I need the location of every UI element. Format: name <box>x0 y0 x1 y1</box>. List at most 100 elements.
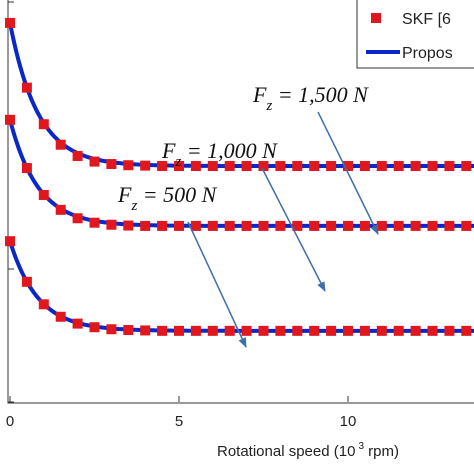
data-point <box>106 219 117 230</box>
data-point <box>326 161 337 172</box>
x-axis-label: Rotational speed (10 3 rpm) <box>217 441 399 460</box>
data-point <box>224 220 235 231</box>
data-point <box>241 161 252 172</box>
data-point <box>157 325 168 336</box>
data-point <box>174 325 184 336</box>
data-point <box>393 325 404 336</box>
data-point <box>72 318 83 329</box>
arrow-500 <box>187 221 247 348</box>
data-point <box>427 161 438 172</box>
data-point <box>292 161 303 172</box>
data-point <box>190 325 201 336</box>
data-point <box>89 322 100 333</box>
data-point <box>140 160 151 171</box>
x-axis-ticks <box>9 396 349 402</box>
data-point <box>258 220 269 231</box>
data-point <box>410 220 421 231</box>
data-point <box>72 150 83 161</box>
data-point <box>38 119 49 130</box>
data-point <box>309 325 320 336</box>
data-point <box>89 156 100 167</box>
data-point <box>376 325 387 336</box>
data-point <box>258 161 269 172</box>
data-point <box>241 325 252 336</box>
data-point <box>224 161 235 172</box>
legend-label-proposed: Propos <box>402 45 453 62</box>
data-point <box>190 161 201 172</box>
data-point <box>140 220 151 231</box>
data-point <box>174 220 184 231</box>
data-point <box>106 324 117 335</box>
legend: SKF [6 Propos <box>356 0 474 69</box>
data-point <box>410 161 421 172</box>
data-point <box>444 161 455 172</box>
annotation-1500: Fz = 1,500 N <box>252 82 369 114</box>
legend-label-skf: SKF [6 <box>402 11 451 28</box>
data-point <box>72 213 83 224</box>
data-point <box>21 163 32 174</box>
data-point <box>55 204 66 215</box>
data-point <box>461 161 472 172</box>
data-point <box>359 325 370 336</box>
data-point <box>106 159 117 170</box>
data-point <box>410 325 421 336</box>
legend-marker-icon <box>371 13 381 23</box>
data-point <box>207 161 218 172</box>
data-point <box>326 220 337 231</box>
data-point <box>241 220 252 231</box>
data-point <box>207 325 218 336</box>
data-point <box>292 325 303 336</box>
data-point <box>309 161 320 172</box>
data-point <box>5 17 15 28</box>
data-point <box>38 189 49 200</box>
data-point <box>275 220 286 231</box>
data-point <box>343 325 353 336</box>
data-point <box>157 161 168 172</box>
data-point <box>461 220 472 231</box>
data-point <box>275 161 286 172</box>
data-point <box>275 325 286 336</box>
data-point <box>89 217 100 228</box>
data-point <box>343 161 353 172</box>
data-point <box>123 160 134 171</box>
x-tick-label-0: 0 <box>6 413 14 430</box>
series-markers <box>5 17 472 336</box>
data-point <box>444 325 455 336</box>
data-point <box>21 82 32 93</box>
data-point <box>5 236 15 247</box>
data-point <box>292 220 303 231</box>
data-point <box>157 220 168 231</box>
y-axis-ticks <box>8 1 14 403</box>
data-point <box>326 325 337 336</box>
data-point <box>5 114 15 125</box>
data-point <box>444 220 455 231</box>
data-point <box>140 325 151 336</box>
arrow-1000 <box>261 167 326 292</box>
data-point <box>393 161 404 172</box>
legend-box <box>356 0 474 69</box>
data-point <box>309 220 320 231</box>
annotation-500: Fz = 500 N <box>117 182 218 214</box>
data-point <box>343 220 353 231</box>
data-point <box>21 276 32 287</box>
data-point <box>224 325 235 336</box>
data-point <box>376 220 387 231</box>
data-point <box>359 161 370 172</box>
data-point <box>55 311 66 322</box>
data-point <box>190 220 201 231</box>
data-point <box>123 325 134 336</box>
data-point <box>427 220 438 231</box>
x-tick-label-5: 5 <box>175 413 183 430</box>
data-point <box>258 325 269 336</box>
data-point <box>359 220 370 231</box>
data-point <box>393 220 404 231</box>
data-point <box>376 161 387 172</box>
data-point <box>461 325 472 336</box>
annotation-1000: Fz = 1,000 N <box>161 138 278 170</box>
arrow-1500 <box>317 111 379 235</box>
data-point <box>207 220 218 231</box>
data-point <box>38 299 49 310</box>
data-point <box>123 220 134 231</box>
x-tick-label-10: 10 <box>340 413 357 430</box>
data-point <box>427 325 438 336</box>
